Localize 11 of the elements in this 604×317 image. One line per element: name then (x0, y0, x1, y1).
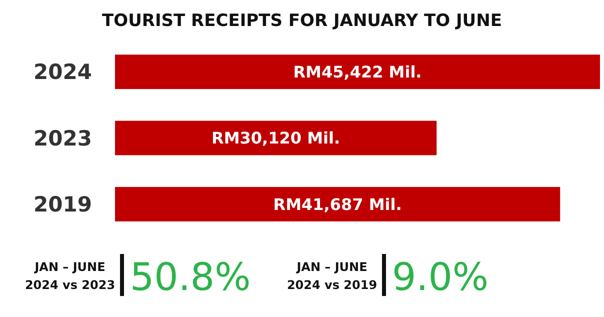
text: JAN – JUNE 2024 vs 2023 (24, 260, 116, 292)
text: JAN – JUNE 2024 vs 2019 (286, 260, 378, 292)
y-tick-label: 2023 (34, 126, 92, 150)
data-label: RM45,422 Mil. (293, 62, 422, 82)
data-label: RM41,687 Mil. (273, 194, 402, 214)
text: 9.0% (392, 255, 489, 299)
data-label: RM30,120 Mil. (212, 128, 340, 148)
text: 50.8% (130, 255, 251, 299)
chart-title: TOURIST RECEIPTS FOR JANUARY TO JUNE (102, 11, 502, 31)
y-tick-label: 2019 (34, 192, 92, 217)
y-tick-label: 2024 (34, 60, 92, 84)
